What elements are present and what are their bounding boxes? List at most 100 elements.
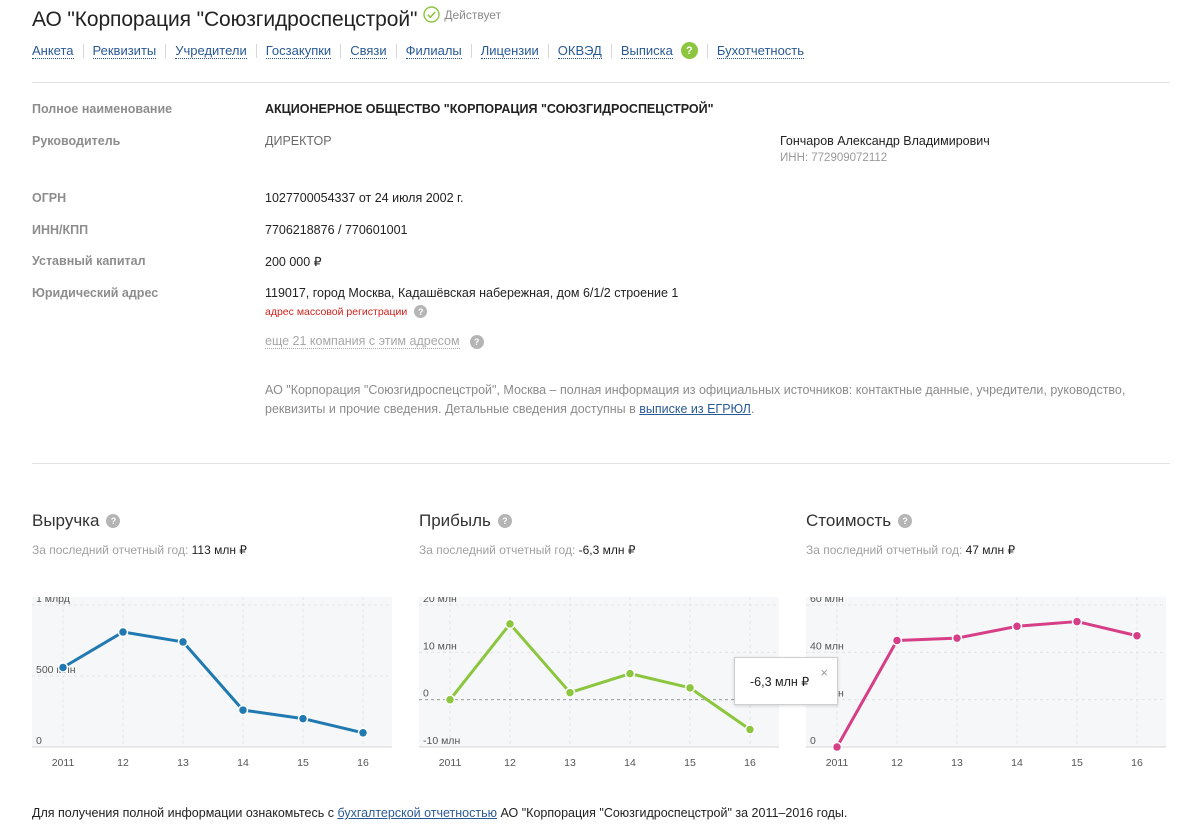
head-name[interactable]: Гончаров Александр Владимирович [780, 134, 990, 148]
x-tick-label: 16 [357, 757, 369, 769]
address-value: 119017, город Москва, Кадашёвская набере… [265, 286, 679, 300]
footer-text-end: АО "Корпорация "Союзгидроспецстрой" за 2… [497, 806, 848, 820]
x-tick-label: 12 [117, 757, 129, 769]
head-position: ДИРЕКТОР [265, 134, 332, 148]
tab-founders[interactable]: Учредители [175, 42, 247, 59]
same-address-companies: еще 21 компания с этим адресом ? [265, 334, 484, 349]
x-tick-label: 16 [1131, 757, 1143, 769]
footer-note: Для получения полной информации ознакомь… [32, 806, 847, 820]
mass-registration-note: адрес массовой регистрации ? [265, 305, 428, 318]
series-line [62, 630, 364, 735]
help-icon[interactable]: ? [898, 514, 913, 528]
y-tick-label: 0 [423, 688, 429, 700]
data-point [504, 618, 516, 630]
y-tick-label: 20 млн [423, 597, 457, 605]
close-icon[interactable]: × [820, 665, 828, 680]
data-point [177, 636, 189, 648]
tab-branches[interactable]: Филиалы [405, 42, 462, 59]
profit-chart[interactable]: -10 млн 0 10 млн 20 млн 2011 12 13 14 15 16 [419, 593, 779, 777]
revenue-value: 113 млн ₽ [191, 543, 247, 557]
x-tick-label: 15 [1071, 757, 1083, 769]
tab-requisites[interactable]: Реквизиты [92, 42, 157, 59]
help-icon[interactable]: ? [469, 334, 484, 349]
same-address-link[interactable]: еще 21 компания с этим адресом [265, 334, 460, 349]
tab-licenses[interactable]: Лицензии [480, 42, 539, 59]
tab-okved[interactable]: ОКВЭД [557, 42, 602, 59]
x-tick-label: 12 [891, 757, 903, 769]
tab-extract[interactable]: Выписка [620, 42, 673, 59]
tab-divider [706, 43, 708, 58]
mass-registration-text: адрес массовой регистрации [265, 305, 408, 318]
y-tick-label: 1 млрд [36, 597, 70, 605]
tab-divider [547, 43, 549, 58]
capital-value: 200 000 ₽ [265, 255, 322, 269]
chart-svg: 0 500 млн 1 млрд 2011 12 13 14 15 16 [32, 593, 392, 769]
x-tick-label: 12 [504, 757, 516, 769]
chart-background [32, 597, 392, 747]
x-tick-label: 14 [237, 757, 249, 769]
x-tick-label: 2011 [52, 757, 75, 769]
data-point [684, 682, 696, 694]
data-point [297, 713, 309, 724]
x-tick-label: 13 [564, 757, 576, 769]
y-tick-label: 0 [36, 735, 42, 747]
head-label: Руководитель [32, 134, 121, 148]
y-tick-label: -10 млн [423, 735, 460, 747]
data-point [357, 727, 369, 739]
full-name-label: Полное наименование [32, 102, 173, 116]
inn-label: ИНН/КПП [32, 223, 89, 237]
profit-subtitle: За последний отчетный год: -6,3 млн ₽ [419, 543, 635, 557]
data-point [117, 626, 129, 638]
cost-title-text: Стоимость [806, 511, 892, 530]
company-title: АО "Корпорация "Союзгидроспецстрой" [32, 8, 418, 31]
tab-divider [255, 43, 257, 58]
footer-text: Для получения полной информации ознакомь… [32, 806, 338, 820]
cost-subtitle: За последний отчетный год: 47 млн ₽ [806, 543, 1015, 557]
chart-tooltip: -6,3 млн ₽ × [734, 657, 838, 705]
check-circle-icon [423, 6, 441, 23]
data-point [624, 668, 636, 679]
tab-divider [340, 43, 342, 58]
help-icon[interactable]: ? [106, 514, 121, 528]
tab-procurement[interactable]: Госзакупки [265, 42, 332, 59]
cost-subtitle-label: За последний отчетный год: [806, 543, 966, 557]
tab-anketa[interactable]: Анкета [32, 42, 74, 59]
y-tick-label: 0 [810, 735, 816, 747]
company-header: АО "Корпорация "Союзгидроспецстрой" Дейс… [32, 6, 501, 32]
help-icon[interactable]: ? [680, 42, 698, 59]
series-line [448, 622, 751, 731]
head-inn: ИНН: 772909072112 [780, 152, 888, 164]
inn-value: 7706218876 / 770601001 [265, 223, 408, 237]
profit-title-text: Прибыль [419, 511, 491, 530]
data-point [951, 632, 963, 644]
address-label: Юридический адрес [32, 286, 159, 300]
profit-value: -6,3 млн ₽ [578, 543, 636, 557]
help-icon[interactable]: ? [414, 305, 428, 318]
data-point [831, 741, 843, 753]
x-tick-label: 2011 [826, 757, 849, 769]
y-tick-label: 500 млн [36, 664, 76, 676]
egrul-extract-link[interactable]: выписке из ЕГРЮЛ [639, 402, 751, 416]
tooltip-value: -6,3 млн ₽ [750, 675, 810, 689]
accounting-link[interactable]: бухгалтерской отчетностью [337, 806, 498, 820]
data-point [57, 662, 69, 673]
cost-title: Стоимость ? [806, 511, 913, 531]
status-badge: Действует [423, 6, 501, 23]
y-tick-label: 10 млн [423, 640, 457, 652]
help-icon[interactable]: ? [497, 514, 512, 528]
full-name-value: АКЦИОНЕРНОЕ ОБЩЕСТВО "КОРПОРАЦИЯ "СОЮЗГИ… [265, 102, 714, 116]
y-tick-label: 40 млн [810, 640, 844, 652]
x-tick-label: 14 [624, 757, 636, 769]
company-description: АО "Корпорация "Союзгидроспецстрой", Мос… [265, 381, 1165, 419]
y-tick-label: 60 млн [810, 597, 844, 605]
status-text: Действует [444, 7, 502, 22]
revenue-title-text: Выручка [32, 511, 100, 530]
revenue-chart[interactable]: 0 500 млн 1 млрд 2011 12 13 14 15 16 [32, 593, 392, 777]
data-point [1011, 621, 1023, 632]
x-tick-label: 14 [1011, 757, 1023, 769]
tab-connections[interactable]: Связи [350, 42, 387, 59]
tab-divider [610, 43, 612, 58]
tab-accounting[interactable]: Бухотчетность [716, 42, 805, 59]
